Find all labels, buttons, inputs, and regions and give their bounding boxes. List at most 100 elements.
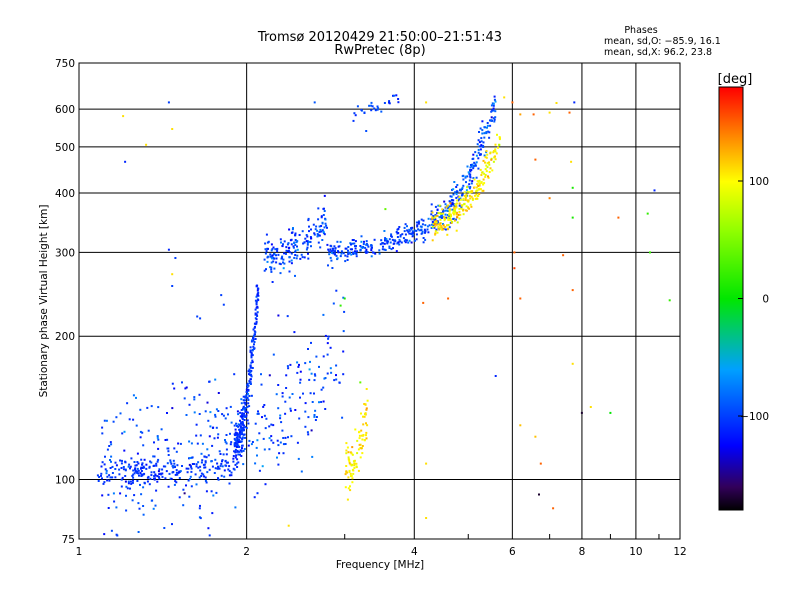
data-point — [228, 474, 231, 477]
data-point — [454, 211, 457, 214]
data-point — [418, 229, 421, 232]
colorbar-band — [719, 198, 743, 200]
data-point — [470, 164, 472, 166]
data-point — [161, 475, 164, 478]
data-point — [328, 253, 331, 256]
colorbar-band — [719, 289, 743, 291]
data-point — [397, 227, 400, 230]
data-point — [238, 423, 241, 426]
data-point — [221, 460, 223, 463]
data-point — [453, 209, 456, 212]
data-point — [404, 238, 407, 241]
data-point — [167, 454, 170, 456]
data-point — [250, 361, 253, 364]
data-point — [352, 119, 355, 122]
colorbar-band — [719, 151, 743, 153]
data-point — [133, 472, 136, 475]
data-point — [313, 415, 316, 418]
data-point — [156, 475, 159, 478]
data-point — [233, 373, 236, 376]
data-point — [478, 141, 481, 144]
data-point — [248, 395, 251, 397]
colorbar-band — [719, 113, 743, 115]
data-point — [483, 172, 486, 175]
data-point — [270, 439, 273, 442]
data-point — [225, 407, 228, 410]
data-point — [248, 368, 251, 371]
data-point — [481, 171, 484, 174]
data-point — [344, 260, 347, 263]
data-point — [424, 224, 427, 227]
data-point — [128, 463, 131, 466]
data-point — [492, 151, 495, 154]
data-point — [299, 381, 302, 384]
colorbar-band — [719, 159, 743, 161]
data-point — [474, 197, 477, 200]
data-point — [100, 465, 103, 468]
data-point — [267, 255, 269, 258]
data-point — [255, 318, 258, 321]
data-point — [467, 171, 470, 174]
data-point — [353, 464, 356, 467]
data-point — [484, 156, 487, 159]
colorbar-band — [719, 87, 743, 89]
data-point — [206, 448, 209, 451]
data-point — [272, 424, 275, 427]
data-point — [361, 247, 364, 249]
colorbar-band — [719, 422, 743, 424]
colorbar-band — [719, 446, 743, 448]
data-point — [373, 238, 376, 241]
colorbar-band — [719, 112, 743, 114]
data-point — [279, 238, 282, 241]
data-point — [245, 388, 248, 391]
data-point — [220, 462, 223, 465]
colorbar-band — [719, 191, 743, 193]
colorbar-band — [719, 218, 743, 220]
colorbar-band — [719, 186, 743, 188]
data-point — [156, 435, 159, 438]
data-point — [240, 440, 243, 443]
data-point — [339, 304, 342, 307]
data-point — [293, 242, 296, 244]
data-point — [229, 443, 232, 446]
data-point — [297, 457, 300, 460]
data-point — [609, 411, 612, 414]
data-point — [116, 534, 119, 537]
data-point — [365, 431, 368, 434]
colorbar-band — [719, 250, 743, 252]
data-point — [254, 312, 257, 315]
data-point — [277, 253, 280, 256]
data-point — [242, 405, 245, 408]
data-point — [235, 462, 238, 465]
data-point — [212, 426, 215, 429]
colorbar-band — [719, 302, 743, 304]
data-point — [341, 416, 344, 419]
data-point — [451, 188, 453, 191]
data-point — [448, 226, 451, 229]
data-point — [443, 216, 446, 219]
data-point — [490, 110, 493, 113]
data-point — [130, 457, 133, 460]
colorbar-band — [719, 256, 743, 258]
colorbar-band — [719, 494, 743, 496]
data-point — [420, 232, 423, 235]
data-point — [273, 267, 276, 270]
data-point — [105, 469, 108, 472]
data-point — [285, 387, 288, 389]
colorbar-band — [719, 154, 743, 156]
data-point — [466, 190, 469, 193]
data-point — [262, 437, 265, 440]
data-point — [450, 195, 453, 198]
data-point — [224, 459, 227, 462]
data-point — [146, 406, 149, 409]
data-point — [103, 481, 106, 484]
data-point — [425, 517, 428, 519]
data-point — [351, 453, 354, 456]
data-point — [112, 492, 115, 495]
data-point — [223, 469, 226, 472]
data-point — [263, 269, 266, 272]
data-point — [306, 431, 309, 434]
colorbar-band — [719, 252, 743, 254]
data-point — [240, 402, 243, 405]
data-point — [340, 250, 343, 253]
